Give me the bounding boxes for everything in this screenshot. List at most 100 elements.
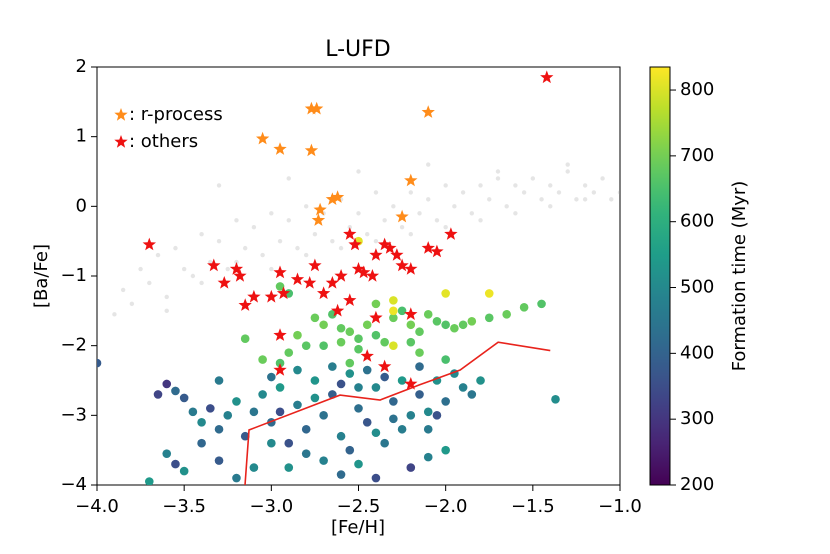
y-tick-label: −3 [60, 404, 87, 425]
scatter-point [197, 438, 206, 448]
scatter-point [162, 449, 172, 458]
background-point [277, 238, 283, 244]
background-point [120, 287, 126, 293]
star-point [404, 262, 418, 275]
scatter-point [345, 358, 355, 368]
scatter-point [319, 456, 328, 465]
scatter-point [354, 383, 363, 392]
background-point [286, 218, 291, 223]
scatter-point [406, 320, 416, 330]
scatter-point [223, 411, 233, 420]
scatter-point [354, 404, 363, 413]
scatter-point [319, 320, 328, 330]
scatter-point [293, 365, 302, 375]
scatter-point [179, 393, 189, 403]
background-point [242, 245, 248, 251]
star-point [303, 276, 317, 289]
scatter-point [441, 355, 450, 364]
scatter-point [432, 411, 442, 420]
star-point [325, 276, 339, 289]
background-point [452, 204, 457, 209]
x-tick-label: −4.0 [75, 496, 119, 517]
star-point [256, 131, 270, 145]
scatter-point [345, 445, 355, 455]
scatter-point [415, 327, 424, 337]
star-point [360, 349, 374, 362]
star-point [421, 105, 435, 118]
scatter-point [345, 327, 355, 337]
scatter-point [275, 407, 285, 417]
scatter-point [284, 348, 294, 357]
star-point [334, 269, 348, 282]
legend-label: : r-process [129, 104, 223, 125]
star-point [330, 190, 345, 203]
scatter-point [380, 337, 389, 347]
chart-title: L-UFD [325, 37, 391, 62]
background-point [539, 197, 544, 202]
star-point [378, 359, 392, 373]
scatter-point [232, 397, 241, 406]
background-point [147, 280, 152, 286]
scatter-point [275, 282, 285, 291]
background-point [138, 266, 143, 272]
star-point [290, 272, 305, 286]
background-point [373, 190, 379, 195]
star-point [207, 258, 221, 272]
plot-frame [96, 66, 621, 486]
scatter-point [345, 369, 355, 378]
scatter-point [354, 334, 363, 344]
scatter-point [258, 355, 267, 364]
star-point [311, 213, 326, 226]
background-point [112, 312, 117, 317]
x-axis-label: [Fe/H] [331, 517, 385, 538]
star-point [273, 328, 287, 341]
background-point [548, 204, 553, 209]
y-tick-label: −4 [60, 474, 87, 495]
scatter-point [476, 376, 485, 385]
legend-marker [114, 108, 128, 121]
background-point [295, 245, 300, 251]
background-point [460, 190, 466, 195]
scatter-point [423, 407, 433, 417]
scatter-point [371, 428, 381, 438]
background-point [582, 183, 588, 188]
scatter-point [336, 431, 346, 441]
scatter-point [371, 299, 381, 309]
scatter-point [467, 316, 477, 326]
background-point [565, 162, 570, 167]
background-point [181, 266, 187, 272]
star-point [343, 293, 357, 306]
star-point [351, 262, 366, 275]
background-point [504, 204, 509, 209]
star-point [142, 237, 156, 251]
background-point [356, 169, 361, 174]
scatter-point [258, 390, 267, 399]
background-point [155, 252, 161, 258]
scatter-point [319, 411, 328, 420]
colorbar-tick-label: 700 [680, 145, 714, 166]
background-point [129, 301, 135, 307]
colorbar-tick-label: 200 [680, 474, 714, 495]
star-point [378, 237, 392, 251]
scatter-point [275, 358, 285, 368]
background-point [304, 252, 309, 258]
scatter-point [371, 473, 381, 483]
scatter-point [551, 395, 560, 404]
background-point [269, 211, 274, 216]
scatter-point [415, 362, 424, 371]
background-point [609, 197, 614, 202]
background-point [426, 162, 431, 167]
scatter-point [406, 463, 416, 472]
scatter-point [406, 411, 416, 420]
background-point [417, 211, 422, 216]
plot-area [97, 70, 620, 485]
scatter-point [275, 383, 285, 392]
scatter-point [537, 299, 546, 309]
background-point [548, 183, 553, 188]
background-point [391, 204, 396, 209]
colorbar-tick-label: 300 [680, 408, 714, 429]
scatter-point [389, 313, 398, 323]
background-point [234, 218, 239, 223]
background-point [408, 232, 413, 237]
star-point [444, 227, 458, 240]
